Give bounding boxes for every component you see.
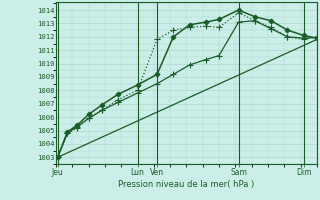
X-axis label: Pression niveau de la mer( hPa ): Pression niveau de la mer( hPa ) bbox=[118, 180, 254, 189]
